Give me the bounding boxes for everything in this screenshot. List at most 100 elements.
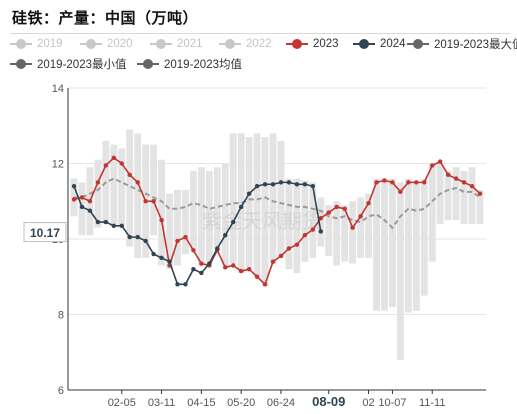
data-point-2023 [95, 180, 101, 185]
data-point-2023 [71, 197, 77, 202]
range-band-bar [174, 189, 181, 266]
data-point-2023 [430, 163, 435, 168]
data-point-2023 [270, 259, 276, 264]
range-band-bar [420, 178, 428, 296]
data-point-2023 [469, 183, 475, 189]
data-point-2023 [334, 204, 339, 210]
data-point-2023 [159, 217, 164, 223]
range-band-bar [182, 189, 189, 255]
legend-item-2019[interactable]: 2019 [10, 36, 63, 52]
data-point-2023 [437, 159, 443, 164]
data-point-2023 [246, 267, 252, 272]
data-point-2024 [207, 261, 212, 266]
range-band-bar [476, 189, 484, 224]
legend-label: 2020 [107, 38, 133, 50]
data-point-2024 [111, 223, 117, 228]
data-point-2024 [199, 270, 204, 276]
x-tick-label: 08-09 [312, 394, 345, 409]
range-band-bar [261, 137, 269, 287]
range-band-bar [158, 159, 165, 266]
data-point-2023 [318, 216, 323, 221]
range-band-bar [333, 201, 341, 266]
range-band-bar [373, 178, 380, 311]
data-point-2024 [231, 219, 236, 225]
data-point-2024 [95, 219, 101, 225]
data-point-2024 [286, 180, 292, 185]
series-line-2023 [73, 156, 481, 286]
data-point-2024 [135, 234, 140, 240]
range-band-bar [126, 129, 134, 247]
range-band-bar [365, 193, 372, 258]
data-point-2023 [374, 180, 379, 185]
range-band-bar [404, 178, 412, 313]
range-band-bar [349, 201, 357, 264]
legend-item-2019-2023最小值[interactable]: 2019-2023最小值 [10, 56, 127, 72]
data-point-2024 [183, 282, 188, 287]
range-band-bar [166, 193, 173, 270]
legend-label: 2024 [380, 38, 406, 50]
range-band-bar [110, 144, 118, 226]
data-point-2024 [143, 238, 148, 244]
range-band-bar [245, 137, 253, 270]
range-band-bar [189, 171, 197, 251]
legend-item-2019-2023最大值[interactable]: 2019-2023最大值 [407, 36, 517, 52]
data-point-2023 [453, 176, 459, 181]
y-tick-label: 14 [52, 83, 64, 95]
range-band-bar [317, 197, 325, 247]
legend-line-marker-icon [10, 58, 32, 70]
legend-line-marker-icon [219, 38, 241, 50]
legend-item-2024[interactable]: 2024 [353, 36, 406, 52]
legend-item-2020[interactable]: 2020 [80, 36, 133, 52]
data-point-2023 [127, 172, 132, 178]
data-point-2023 [254, 274, 260, 279]
x-tick-label: 04-15 [187, 397, 215, 409]
range-band-bar [341, 205, 349, 262]
x-tick-label: 02-05 [108, 397, 136, 409]
data-point-2023 [350, 225, 355, 230]
data-point-2024 [151, 251, 156, 257]
data-point-2024 [71, 183, 77, 189]
y-tick-label: 6 [58, 385, 64, 397]
range-band-bar [205, 171, 213, 264]
range-band-bar [237, 133, 245, 273]
data-point-2024 [246, 191, 252, 196]
data-point-2024 [127, 234, 132, 240]
data-point-2023 [382, 178, 387, 183]
data-point-2024 [318, 229, 323, 234]
legend-label: 2023 [313, 38, 339, 50]
legend-item-2023[interactable]: 2023 [286, 36, 339, 52]
data-point-2023 [262, 282, 268, 287]
range-band-bar [325, 205, 333, 256]
range-band-bar [229, 133, 237, 264]
x-tick-label: 11-11 [419, 397, 446, 409]
range-band-bar [428, 163, 436, 262]
legend-item-2019-2023均值[interactable]: 2019-2023均值 [137, 56, 242, 72]
range-band-bar [301, 180, 309, 262]
data-point-2023 [326, 210, 331, 215]
data-point-2024 [79, 204, 85, 210]
legend-label: 2022 [246, 38, 272, 50]
data-point-2024 [294, 182, 300, 187]
data-point-2023 [358, 214, 363, 219]
chart-title: 硅铁：产量：中国（万吨） [12, 10, 199, 27]
data-point-2024 [238, 204, 244, 210]
legend-line-marker-icon [353, 38, 375, 50]
legend-line-marker-icon [150, 38, 172, 50]
data-point-2023 [238, 268, 244, 274]
range-band-bar [452, 167, 460, 221]
range-band-bar [285, 178, 293, 270]
range-band-bar [277, 140, 285, 258]
legend-line-marker-icon [80, 38, 102, 50]
x-tick-label: 02 [362, 397, 374, 409]
legend-line-marker-icon [137, 58, 159, 70]
data-point-2024 [119, 223, 124, 228]
data-point-2024 [262, 182, 268, 187]
legend-item-2022[interactable]: 2022 [219, 36, 272, 52]
data-point-2023 [87, 199, 93, 204]
legend-item-2021[interactable]: 2021 [150, 36, 203, 52]
data-point-2024 [191, 267, 196, 272]
data-point-2023 [390, 180, 395, 185]
data-point-2023 [183, 234, 188, 240]
range-band-bar [253, 133, 261, 277]
